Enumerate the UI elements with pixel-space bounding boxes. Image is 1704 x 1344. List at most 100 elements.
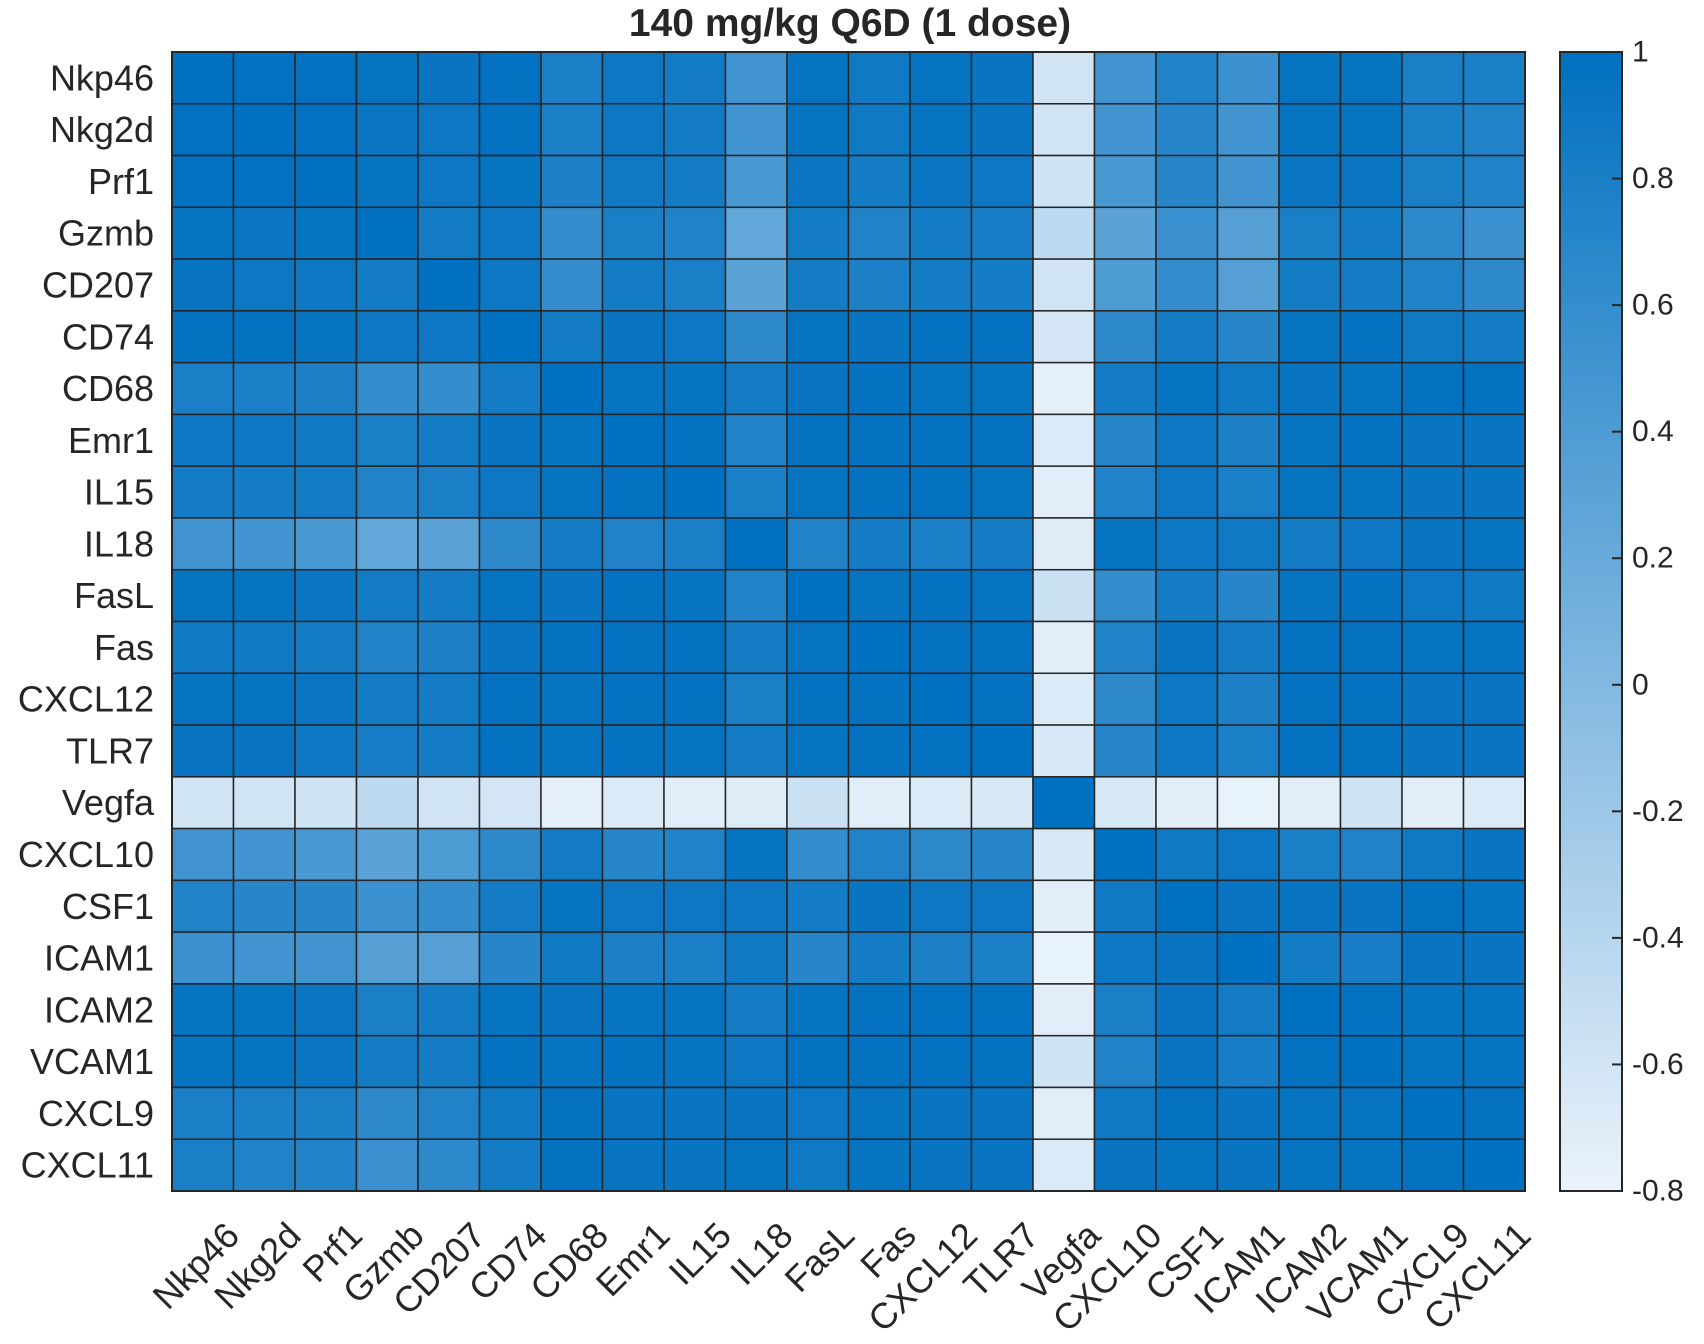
heatmap-cell bbox=[1401, 310, 1465, 364]
heatmap-cell bbox=[601, 310, 665, 364]
heatmap-cell bbox=[1155, 931, 1219, 985]
heatmap-cell bbox=[232, 724, 296, 778]
heatmap-cell bbox=[1339, 776, 1403, 830]
heatmap-cell bbox=[663, 1086, 727, 1140]
heatmap-cell bbox=[1032, 1086, 1096, 1140]
heatmap-cell bbox=[970, 1086, 1034, 1140]
heatmap-cell bbox=[171, 827, 235, 882]
heatmap-cell bbox=[724, 517, 788, 571]
heatmap-cell bbox=[1032, 103, 1096, 157]
colorbar-tick-label: 0.4 bbox=[1632, 415, 1674, 448]
heatmap-cell bbox=[1339, 361, 1403, 416]
heatmap-cell bbox=[478, 465, 542, 519]
heatmap-cell bbox=[724, 310, 788, 364]
heatmap-cell bbox=[1032, 154, 1096, 209]
heatmap-cell bbox=[1401, 931, 1465, 985]
heatmap-cell bbox=[1155, 879, 1219, 933]
heatmap-cell bbox=[1216, 154, 1280, 209]
row-label: CSF1 bbox=[62, 886, 154, 927]
row-label: Emr1 bbox=[68, 420, 154, 461]
heatmap-cell bbox=[232, 51, 296, 105]
heatmap-cell bbox=[970, 258, 1034, 312]
heatmap-cell bbox=[355, 258, 419, 312]
heatmap-cell bbox=[171, 51, 235, 105]
heatmap-cell bbox=[294, 620, 358, 675]
heatmap-cell bbox=[847, 206, 911, 260]
heatmap-cell bbox=[970, 413, 1034, 467]
heatmap-cell bbox=[355, 672, 419, 726]
heatmap-cell bbox=[355, 620, 419, 675]
heatmap-cell bbox=[1339, 258, 1403, 312]
heatmap-cell bbox=[786, 983, 850, 1037]
heatmap-cell bbox=[1216, 206, 1280, 260]
heatmap-cell bbox=[1339, 206, 1403, 260]
heatmap-cell bbox=[294, 206, 358, 260]
heatmap-cell bbox=[1093, 517, 1157, 571]
heatmap-cell bbox=[970, 568, 1034, 623]
heatmap-cell bbox=[417, 258, 481, 312]
heatmap-cell bbox=[970, 931, 1034, 985]
heatmap-cell bbox=[1462, 310, 1526, 364]
heatmap-cell bbox=[909, 517, 973, 571]
heatmap-cell bbox=[847, 724, 911, 778]
heatmap-cell bbox=[909, 310, 973, 364]
heatmap-cell bbox=[970, 206, 1034, 260]
heatmap-cell bbox=[355, 361, 419, 416]
heatmap-cell bbox=[171, 672, 235, 726]
heatmap-cell bbox=[786, 103, 850, 157]
heatmap-cell bbox=[1216, 361, 1280, 416]
heatmap-cell bbox=[171, 1086, 235, 1140]
heatmap-cell bbox=[417, 154, 481, 209]
heatmap-cell bbox=[909, 568, 973, 623]
heatmap-cell bbox=[355, 51, 419, 105]
heatmap-cell bbox=[663, 776, 727, 830]
heatmap-cell bbox=[232, 1034, 296, 1089]
heatmap-cell bbox=[417, 361, 481, 416]
heatmap-cell bbox=[601, 827, 665, 882]
heatmap-cell bbox=[1278, 1034, 1342, 1089]
heatmap-cell bbox=[171, 517, 235, 571]
row-label: Prf1 bbox=[88, 161, 154, 202]
heatmap-cell bbox=[1278, 154, 1342, 209]
heatmap-cell bbox=[540, 983, 604, 1037]
heatmap-cell bbox=[417, 568, 481, 623]
heatmap-cell bbox=[909, 983, 973, 1037]
heatmap-cell bbox=[1216, 51, 1280, 105]
heatmap-cell bbox=[601, 1034, 665, 1089]
heatmap-cell bbox=[355, 413, 419, 467]
heatmap-cell bbox=[1093, 310, 1157, 364]
heatmap-cell bbox=[786, 776, 850, 830]
heatmap-cell bbox=[1462, 672, 1526, 726]
heatmap-cell bbox=[663, 983, 727, 1037]
heatmap-cell bbox=[786, 1138, 850, 1192]
heatmap-cell bbox=[909, 103, 973, 157]
column-labels: Nkp46Nkg2dPrf1GzmbCD207CD74CD68Emr1IL15I… bbox=[145, 1214, 1539, 1340]
heatmap-cell bbox=[540, 258, 604, 312]
heatmap-cell bbox=[1093, 361, 1157, 416]
heatmap-cell bbox=[355, 1086, 419, 1140]
heatmap-cell bbox=[171, 310, 235, 364]
row-label: CD74 bbox=[62, 316, 154, 357]
heatmap-cell bbox=[847, 361, 911, 416]
heatmap-cell bbox=[1155, 310, 1219, 364]
heatmap-cell bbox=[847, 827, 911, 882]
heatmap-cell bbox=[847, 983, 911, 1037]
heatmap-cell bbox=[417, 879, 481, 933]
heatmap-cell bbox=[724, 154, 788, 209]
heatmap-cell bbox=[724, 361, 788, 416]
heatmap-cell bbox=[909, 827, 973, 882]
heatmap-cell bbox=[663, 310, 727, 364]
heatmap-cell bbox=[1216, 827, 1280, 882]
heatmap-cell bbox=[171, 103, 235, 157]
heatmap-cell bbox=[540, 672, 604, 726]
heatmap-cell bbox=[478, 1034, 542, 1089]
heatmap-cell bbox=[601, 776, 665, 830]
heatmap-cell bbox=[847, 1138, 911, 1192]
heatmap-cell bbox=[1339, 1086, 1403, 1140]
heatmap-cell bbox=[1278, 517, 1342, 571]
heatmap-cell bbox=[724, 827, 788, 882]
heatmap-cell bbox=[1155, 206, 1219, 260]
heatmap-cell bbox=[1032, 776, 1096, 830]
heatmap-cell bbox=[417, 465, 481, 519]
heatmap-cell bbox=[909, 465, 973, 519]
